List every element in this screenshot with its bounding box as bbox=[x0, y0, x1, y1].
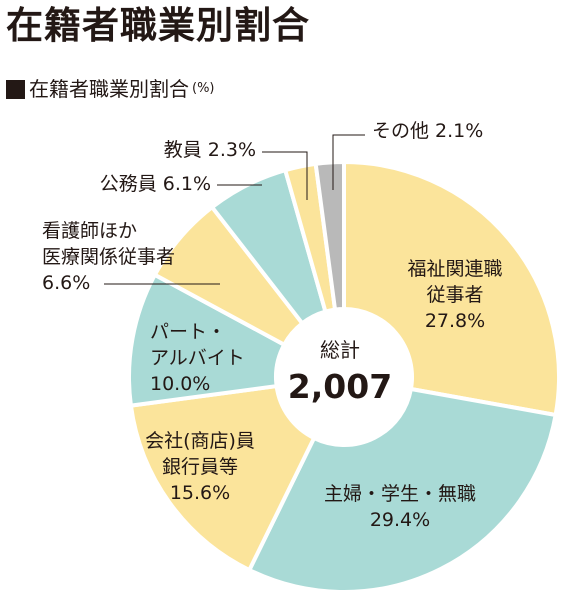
leader-lines bbox=[104, 134, 365, 285]
slice-label-line: 主婦・学生・無職 bbox=[324, 483, 476, 505]
slice-label-line: 看護師ほか bbox=[42, 220, 137, 242]
slice-label-line: 銀行員等 bbox=[162, 456, 238, 478]
slice-2 bbox=[247, 387, 558, 594]
slice-label-line: パート・ bbox=[150, 321, 226, 343]
leader-line-8 bbox=[332, 134, 365, 190]
slice-label-line: 公務員 6.1% bbox=[100, 173, 211, 195]
slice-label-line: 15.6% bbox=[170, 482, 230, 504]
slice-label-line: 教員 2.3% bbox=[164, 139, 256, 161]
slice-8 bbox=[313, 160, 346, 312]
slice-label-8: その他 2.1% bbox=[372, 120, 483, 142]
slice-1 bbox=[342, 160, 561, 417]
square-icon bbox=[6, 79, 25, 99]
leader-line-7 bbox=[262, 151, 308, 200]
subtitle-text: 在籍者職業別割合 bbox=[29, 77, 189, 101]
slice-label-line: 従事者 bbox=[426, 284, 483, 306]
slice-labels: 福祉関連職従事者 27.8% 主婦・学生・無職 29.4% 会社(商店)員銀行員等 15.… bbox=[42, 120, 503, 531]
slice-label-line: 福祉関連職 bbox=[407, 258, 502, 280]
chart-subtitle: 在籍者職業別割合 (%) bbox=[6, 76, 215, 102]
center-total-value: 2,007 bbox=[288, 367, 392, 406]
slice-label-7: 教員 2.3% bbox=[164, 139, 256, 161]
slice-label-5: 看護師ほか医療関係従事者 6.6% bbox=[42, 220, 175, 294]
slice-3 bbox=[128, 384, 317, 573]
slice-label-line: アルバイト bbox=[150, 347, 245, 369]
slice-label-2: 主婦・学生・無職 29.4% bbox=[324, 483, 476, 531]
slice-label-line: 29.4% bbox=[370, 509, 430, 531]
subtitle-unit: (%) bbox=[192, 81, 215, 96]
slice-label-line: 会社(商店)員 bbox=[145, 430, 255, 452]
center-total-label: 総計 bbox=[320, 338, 360, 362]
slice-label-6: 公務員 6.1% bbox=[100, 173, 211, 195]
page-title: 在籍者職業別割合 bbox=[6, 4, 310, 47]
slice-label-3: 会社(商店)員銀行員等 15.6% bbox=[145, 430, 255, 504]
slice-label-line: 27.8% bbox=[425, 310, 485, 332]
slice-label-line: 6.6% bbox=[42, 272, 90, 294]
chart-center: 総計 2,007 bbox=[288, 338, 392, 406]
slice-label-line: その他 2.1% bbox=[372, 120, 483, 142]
slice-4 bbox=[127, 272, 287, 408]
chart-slices bbox=[127, 160, 561, 594]
slice-label-4: パート・アルバイト 10.0% bbox=[150, 321, 245, 395]
slice-label-1: 福祉関連職従事者 27.8% bbox=[407, 258, 502, 332]
slice-label-line: 10.0% bbox=[150, 373, 210, 395]
slice-label-line: 医療関係従事者 bbox=[42, 246, 175, 268]
